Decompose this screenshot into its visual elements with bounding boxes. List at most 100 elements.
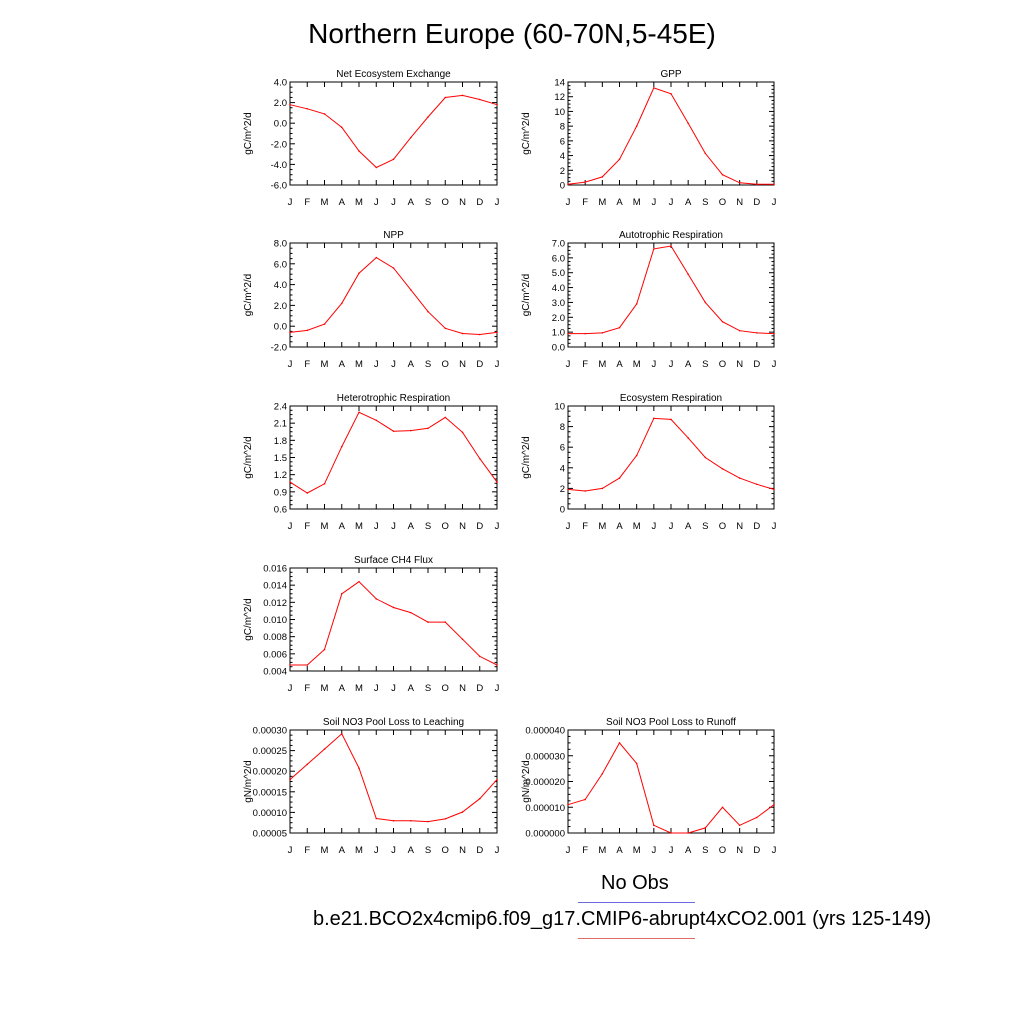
panel-title: Soil NO3 Pool Loss to Runoff xyxy=(606,717,736,728)
y-tick-label: -4.0 xyxy=(271,160,287,171)
y-tick-label: 0.000020 xyxy=(525,777,565,788)
data-point xyxy=(289,778,291,781)
x-tick-label: M xyxy=(598,359,606,370)
x-tick-label: M xyxy=(633,521,641,532)
data-point xyxy=(306,492,309,494)
y-tick-label: 0.0 xyxy=(274,322,287,333)
y-tick-label: 8.0 xyxy=(274,239,287,250)
x-tick-label: J xyxy=(374,521,379,532)
data-point xyxy=(340,733,343,735)
x-tick-label: N xyxy=(736,521,743,532)
x-tick-label: J xyxy=(566,359,571,370)
series-line xyxy=(290,581,498,666)
x-tick-label: J xyxy=(391,845,396,856)
data-point xyxy=(358,767,360,769)
data-point xyxy=(340,592,343,595)
data-point xyxy=(409,136,412,139)
data-point xyxy=(618,158,621,161)
y-tick-label: -2.0 xyxy=(271,139,287,150)
y-tick-label: 4.0 xyxy=(274,280,287,291)
data-point xyxy=(358,411,360,414)
x-tick-label: J xyxy=(288,845,293,856)
x-tick-label: A xyxy=(408,845,415,856)
x-tick-label: J xyxy=(669,359,674,370)
series-line xyxy=(567,742,775,834)
x-tick-label: J xyxy=(374,197,379,208)
data-point xyxy=(721,806,724,809)
y-tick-label: 0.000010 xyxy=(525,803,565,814)
data-point xyxy=(773,803,775,806)
x-tick-label: S xyxy=(425,359,431,370)
y-tick-label: 2 xyxy=(560,166,565,177)
data-point xyxy=(496,481,498,483)
data-point xyxy=(618,477,621,479)
data-point xyxy=(756,816,758,819)
panel-title: Autotrophic Respiration xyxy=(619,230,723,241)
x-tick-label: M xyxy=(633,197,641,208)
data-point xyxy=(392,606,395,609)
data-point xyxy=(323,483,326,485)
x-tick-label: J xyxy=(772,845,777,856)
y-tick-label: 0.00015 xyxy=(253,787,287,798)
x-tick-label: N xyxy=(736,197,743,208)
x-tick-label: O xyxy=(719,197,726,208)
data-point xyxy=(670,92,672,95)
data-point xyxy=(478,655,481,658)
data-point xyxy=(635,454,638,457)
x-tick-label: J xyxy=(495,359,500,370)
y-tick-label: 6 xyxy=(560,136,565,147)
y-tick-label: 1.5 xyxy=(274,453,287,464)
data-point xyxy=(687,832,689,834)
data-point xyxy=(496,778,498,781)
x-tick-label: J xyxy=(495,683,500,694)
x-tick-label: M xyxy=(355,845,363,856)
y-tick-label: 0.016 xyxy=(263,564,287,575)
data-point xyxy=(306,664,309,666)
y-tick-label: 0.0 xyxy=(274,119,287,130)
data-point xyxy=(323,113,326,115)
x-tick-label: J xyxy=(374,845,379,856)
x-tick-label: S xyxy=(425,683,431,694)
y-tick-label: 0.000030 xyxy=(525,751,565,762)
data-point xyxy=(635,762,638,765)
panel-title: Net Ecosystem Exchange xyxy=(336,69,451,80)
plot-frame xyxy=(567,405,775,510)
data-point xyxy=(444,621,447,623)
data-point xyxy=(427,820,429,823)
plot-frame xyxy=(567,81,775,186)
data-point xyxy=(687,273,689,276)
x-tick-label: A xyxy=(685,521,692,532)
x-tick-label: D xyxy=(753,845,760,856)
y-tick-label: 0.00020 xyxy=(253,767,287,778)
data-point xyxy=(738,181,741,184)
x-tick-label: D xyxy=(753,521,760,532)
data-point xyxy=(461,332,464,335)
data-point xyxy=(635,125,638,127)
data-point xyxy=(392,158,395,161)
x-tick-label: A xyxy=(685,359,692,370)
y-tick-label: 0.008 xyxy=(263,632,287,643)
x-tick-label: S xyxy=(702,845,708,856)
x-tick-label: M xyxy=(633,359,641,370)
data-point xyxy=(478,333,481,336)
data-point xyxy=(289,331,291,334)
data-point xyxy=(653,417,655,420)
data-point xyxy=(427,621,429,623)
data-point xyxy=(392,430,395,432)
data-point xyxy=(601,772,604,775)
y-tick-label: 4 xyxy=(560,151,565,162)
y-axis-label: gC/m^2/d xyxy=(243,598,254,641)
data-point xyxy=(567,183,569,186)
y-axis-label: gN/m^2/d xyxy=(243,760,254,803)
y-axis-label: gN/m^2/d xyxy=(521,760,532,803)
x-tick-label: S xyxy=(425,521,431,532)
x-tick-label: J xyxy=(288,521,293,532)
data-point xyxy=(478,98,481,101)
x-tick-label: J xyxy=(772,359,777,370)
data-point xyxy=(289,664,291,666)
x-tick-label: J xyxy=(651,359,656,370)
series-line xyxy=(289,256,498,336)
data-point xyxy=(704,152,707,155)
data-point xyxy=(358,580,360,583)
data-point xyxy=(427,427,429,430)
